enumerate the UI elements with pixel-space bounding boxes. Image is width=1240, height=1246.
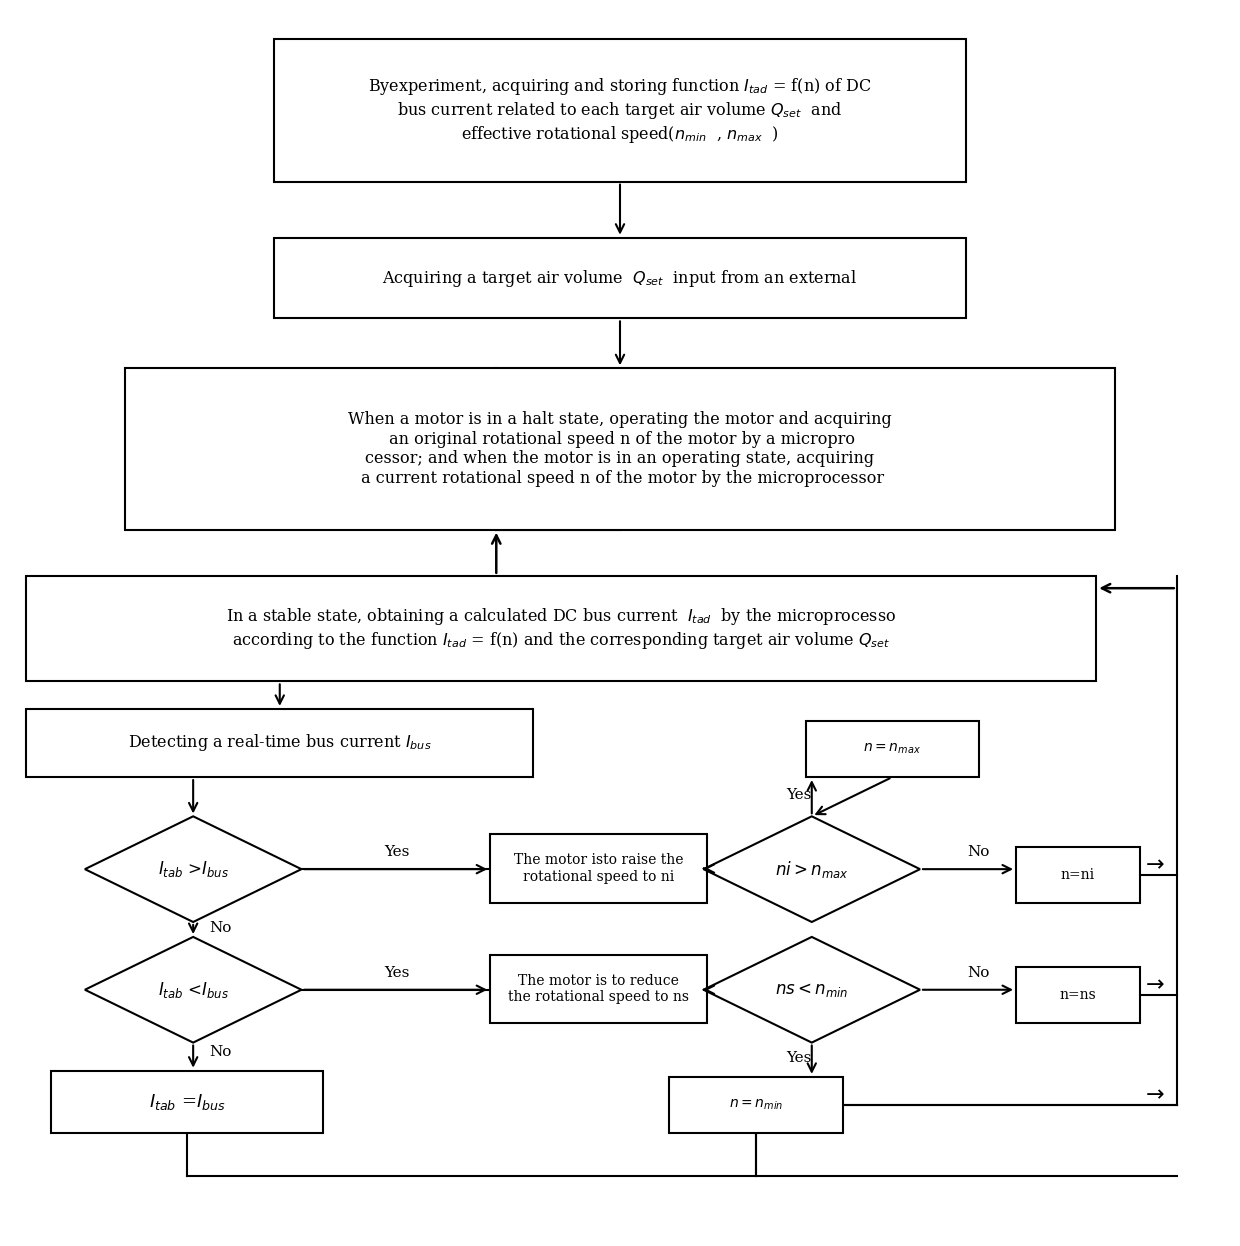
Text: Yes: Yes [384,845,410,860]
FancyBboxPatch shape [1016,847,1140,902]
Text: →: → [1146,855,1164,875]
Text: Yes: Yes [786,1052,812,1065]
FancyBboxPatch shape [1016,967,1140,1023]
FancyBboxPatch shape [806,721,978,778]
FancyBboxPatch shape [125,368,1115,530]
Text: Detecting a real-time bus current $I_{bus}$: Detecting a real-time bus current $I_{bu… [128,733,432,754]
Text: When a motor is in a halt state, operating the motor and acquiring
 an original : When a motor is in a halt state, operati… [348,411,892,487]
Text: In a stable state, obtaining a calculated DC bus current  $I_{tad}$  by the micr: In a stable state, obtaining a calculate… [226,606,897,652]
Polygon shape [703,816,920,922]
Text: No: No [210,921,232,934]
FancyBboxPatch shape [274,39,966,182]
Text: $n=n_{max}$: $n=n_{max}$ [863,741,921,756]
Text: →: → [1146,1085,1164,1105]
FancyBboxPatch shape [274,238,966,319]
Text: Yes: Yes [384,966,410,979]
FancyBboxPatch shape [26,709,533,778]
Text: Byexperiment, acquiring and storing function $I_{tad}$ = f(n) of DC
bus current : Byexperiment, acquiring and storing func… [368,76,872,145]
Text: Yes: Yes [786,787,812,801]
Text: n=ni: n=ni [1060,867,1095,882]
Text: $ni>n_{max}$: $ni>n_{max}$ [775,858,848,880]
FancyBboxPatch shape [26,576,1096,682]
Text: No: No [210,1045,232,1059]
Text: n=ns: n=ns [1059,988,1096,1002]
Text: Acquiring a target air volume  $Q_{set}$  input from an external: Acquiring a target air volume $Q_{set}$ … [382,268,858,289]
Text: $ns<n_{min}$: $ns<n_{min}$ [775,981,848,999]
Polygon shape [703,937,920,1043]
Polygon shape [84,937,301,1043]
Text: The motor is to reduce
the rotational speed to ns: The motor is to reduce the rotational sp… [508,974,689,1004]
Text: $I_{tab}$ >$I_{bus}$: $I_{tab}$ >$I_{bus}$ [157,860,228,880]
Text: No: No [967,845,990,860]
Text: →: → [1146,976,1164,996]
Text: $n=n_{min}$: $n=n_{min}$ [729,1098,784,1111]
Text: No: No [967,966,990,979]
Polygon shape [84,816,301,922]
FancyBboxPatch shape [490,835,707,902]
Text: The motor isto raise the
rotational speed to ni: The motor isto raise the rotational spee… [513,854,683,883]
FancyBboxPatch shape [490,954,707,1023]
FancyBboxPatch shape [670,1077,843,1133]
Text: $I_{tab}$ =$I_{bus}$: $I_{tab}$ =$I_{bus}$ [149,1091,226,1111]
Text: $I_{tab}$ <$I_{bus}$: $I_{tab}$ <$I_{bus}$ [157,979,228,999]
FancyBboxPatch shape [51,1070,324,1133]
